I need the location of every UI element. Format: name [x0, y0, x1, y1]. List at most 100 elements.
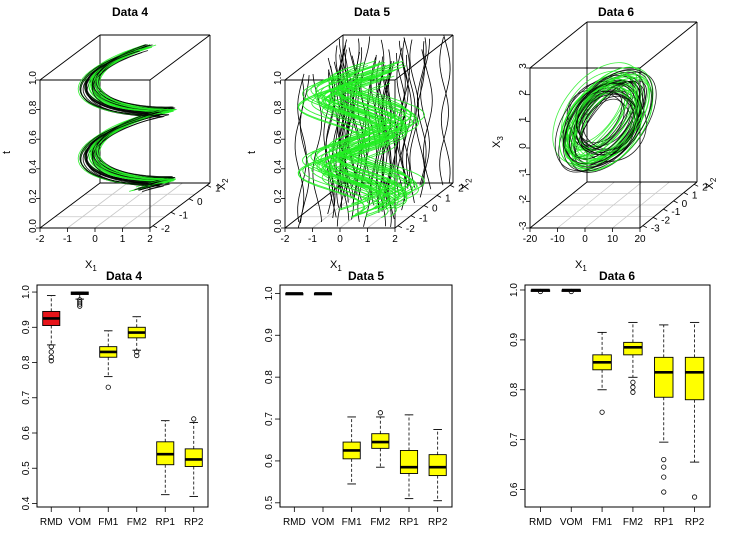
- outlier-point: [661, 474, 667, 480]
- y-tick-label: 0.4: [21, 496, 32, 510]
- box-edge: [149, 182, 211, 229]
- plot-frame: [36, 284, 209, 508]
- y-tick-label: 0.5: [264, 495, 275, 509]
- box-rp2: [184, 416, 203, 497]
- box-rp1: [654, 324, 674, 495]
- y-tick-label: 0.9: [264, 328, 275, 342]
- d-tick: [152, 225, 158, 229]
- x-tick-label: VOM: [312, 517, 335, 528]
- x-tick-label: 2: [147, 234, 153, 245]
- x-tick-label: RP1: [399, 517, 419, 528]
- data-curve: [333, 69, 400, 204]
- x-tick-label: FM1: [342, 517, 362, 528]
- vertical-axis-label: t: [246, 151, 258, 154]
- data-curve: [579, 98, 625, 150]
- v-tick-label: 0.2: [273, 189, 284, 203]
- box-fm2: [127, 316, 146, 359]
- outlier-point: [48, 344, 54, 350]
- box-body: [654, 356, 674, 398]
- data-curve: [440, 35, 451, 184]
- d-tick-label: -2: [661, 215, 670, 226]
- data-curve: [338, 68, 405, 204]
- box-fm1: [592, 331, 612, 415]
- panel-title: Data 4: [112, 5, 148, 19]
- x-tick-label: RP1: [654, 517, 674, 528]
- y-tick-label: 0.7: [509, 432, 520, 446]
- x-tick-label: RMD: [40, 517, 63, 528]
- d-tick: [188, 198, 194, 202]
- d-tick: [683, 192, 689, 195]
- d-tick: [397, 225, 403, 229]
- d-tick-label: 0: [197, 197, 203, 208]
- y-tick-label: 0.6: [509, 482, 520, 496]
- box-vom: [313, 292, 333, 296]
- box-edge: [39, 34, 101, 81]
- x-axis-label: X1: [85, 259, 97, 273]
- d-tick-label: -1: [671, 207, 680, 218]
- x-tick-label: VOM: [68, 517, 91, 528]
- outlier-point: [134, 349, 140, 355]
- x-tick-label: FM1: [98, 517, 118, 528]
- x-tick-label: 0: [582, 234, 588, 245]
- outlier-point: [630, 384, 636, 390]
- y-tick-label: 0.6: [264, 454, 275, 468]
- v-tick-label: 2: [518, 89, 529, 95]
- depth-axis-label: X2: [704, 177, 718, 189]
- x-tick-label: RP2: [428, 517, 448, 528]
- v-tick-label: 1: [518, 116, 529, 122]
- outlier-point: [77, 301, 83, 307]
- boxplot-panel-2: Data 5 0.5 0.6 0.7 0.8 0.9 1.0 RMD VOM FM1 FM2 RP1 R…: [264, 269, 453, 528]
- d-tick-label: -1: [179, 210, 188, 221]
- v-tick-label: 0: [518, 143, 529, 149]
- data-curves: [294, 35, 451, 228]
- d-tick-label: 2: [702, 182, 708, 193]
- x-tick-label: FM2: [127, 517, 147, 528]
- d-tick: [693, 183, 699, 187]
- d-tick-label: -2: [406, 224, 415, 235]
- d-tick: [652, 217, 658, 220]
- d-tick-label: 2: [458, 183, 464, 194]
- box-rp2: [428, 429, 447, 502]
- boxplot-panel-3: Data 6 0.6 0.7 0.8 0.9 1.0 RMD VOM FM1 FM2 RP1 RP2: [509, 269, 711, 528]
- x-tick-label: 10: [607, 234, 619, 245]
- vertical-axis-label: t: [1, 151, 13, 154]
- d-tick: [436, 195, 442, 198]
- box-edge: [639, 181, 698, 229]
- box-fm2: [371, 410, 390, 468]
- panel-title: Data 5: [354, 5, 390, 19]
- box-fm2: [623, 321, 643, 395]
- v-tick-label: 0.4: [28, 159, 39, 173]
- d-tick: [206, 184, 212, 188]
- y-tick-label: 0.7: [21, 390, 32, 404]
- y-tick-label: 0.9: [21, 320, 32, 334]
- x-tick-label: -20: [523, 234, 538, 245]
- x-tick-label: 20: [634, 234, 646, 245]
- x-tick-label: RP2: [685, 517, 705, 528]
- box-rmd: [42, 295, 61, 364]
- data-curve: [340, 69, 408, 204]
- data-curve: [321, 84, 389, 219]
- x-tick-label: RMD: [529, 517, 552, 528]
- x-tick-label: 0: [337, 234, 343, 245]
- data-curves: [77, 44, 178, 193]
- outlier-point: [661, 464, 667, 470]
- data-curve: [297, 73, 307, 222]
- outlier-point: [105, 384, 111, 390]
- outlier-point: [48, 358, 54, 364]
- box-edge: [639, 21, 698, 69]
- panel-3d-1: Data 4 0.0 0.2 0.4 0.6 0.8 1.0 -2 -1 0 1 2 1 0 -1 -2 X1 t…: [1, 5, 230, 273]
- box-edge: [149, 34, 211, 81]
- panel-3d-2: Data 50.00.20.40.60.81.0-2 -1 0 1 2210-1-2X1…: [246, 5, 474, 273]
- box-edge: [284, 34, 344, 81]
- outlier-point: [661, 489, 667, 495]
- data-curve: [94, 46, 173, 187]
- outlier-point: [568, 288, 574, 295]
- outlier-point: [537, 288, 544, 295]
- x-tick-label: 1: [365, 234, 371, 245]
- y-tick-label: 1.0: [264, 286, 275, 300]
- data-curve: [294, 79, 305, 228]
- outlier-point: [691, 494, 698, 500]
- floor-grid-line: [612, 181, 670, 229]
- data-curve: [575, 85, 638, 152]
- vertical-axis-label: X3: [491, 136, 505, 148]
